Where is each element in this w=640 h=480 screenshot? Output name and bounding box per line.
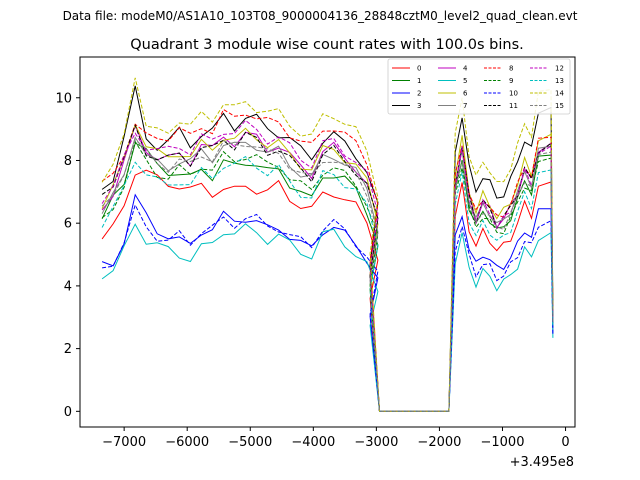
legend-label-2: 2 <box>417 90 421 98</box>
legend-label-7: 7 <box>463 102 467 110</box>
x-axis: −7000 −6000 −5000 −4000 −3000 −2000 −1000 0 <box>102 427 570 450</box>
legend-label-6: 6 <box>463 90 468 98</box>
series-line-7 <box>101 136 554 412</box>
x-tick-label: −1000 <box>480 435 524 450</box>
legend-label-9: 9 <box>509 77 513 85</box>
y-tick-label: 6 <box>64 217 72 232</box>
legend-label-13: 13 <box>555 77 564 85</box>
legend-box <box>387 58 571 115</box>
axes-frame <box>79 56 576 428</box>
figure-suptitle: Data file: modeM0/AS1A10_103T08_90000041… <box>63 9 578 23</box>
x-tick-label: 0 <box>561 435 569 450</box>
plot-area: −7000 −6000 −5000 −4000 −3000 −2000 −1000 0 0 2 4… <box>55 56 576 470</box>
series-line-15 <box>101 139 554 412</box>
series-layer <box>101 77 554 412</box>
legend-label-12: 12 <box>555 65 564 73</box>
legend-label-5: 5 <box>463 77 467 85</box>
legend-label-0: 0 <box>417 65 421 73</box>
series-line-10 <box>102 203 554 412</box>
series-line-6 <box>101 123 554 412</box>
series-line-3 <box>101 85 554 412</box>
x-tick-label: −4000 <box>291 435 335 450</box>
y-tick-label: 2 <box>64 342 72 357</box>
legend-label-1: 1 <box>417 77 421 85</box>
x-tick-label: −3000 <box>354 435 398 450</box>
legend-label-4: 4 <box>463 65 468 73</box>
legend-label-10: 10 <box>509 90 518 98</box>
x-tick-label: −5000 <box>228 435 272 450</box>
series-line-5 <box>101 223 554 412</box>
plot-background <box>80 57 575 427</box>
y-tick-label: 0 <box>64 405 72 420</box>
series-line-2 <box>101 193 554 412</box>
series-line-1 <box>101 142 554 412</box>
legend-label-14: 14 <box>555 90 564 98</box>
y-tick-label: 4 <box>64 279 72 294</box>
series-line-4 <box>101 123 554 412</box>
series-line-13 <box>101 155 554 412</box>
y-tick-label: 8 <box>64 154 72 169</box>
series-line-9 <box>101 140 554 412</box>
series-line-0 <box>101 169 554 412</box>
y-axis: 0 2 4 6 8 10 <box>55 91 80 420</box>
x-tick-label: −2000 <box>417 435 461 450</box>
series-line-8 <box>101 108 554 412</box>
legend-label-11: 11 <box>509 102 518 110</box>
x-tick-label: −6000 <box>165 435 209 450</box>
y-tick-label: 10 <box>55 91 72 106</box>
series-line-12 <box>101 119 554 412</box>
x-tick-label: −7000 <box>102 435 146 450</box>
legend-label-3: 3 <box>417 102 421 110</box>
series-line-14 <box>101 77 554 412</box>
chart-title: Quadrant 3 module wise count rates with … <box>130 37 524 53</box>
legend-label-15: 15 <box>555 102 564 110</box>
legend-label-8: 8 <box>509 65 513 73</box>
x-axis-offset-label: +3.495e8 <box>510 455 574 470</box>
